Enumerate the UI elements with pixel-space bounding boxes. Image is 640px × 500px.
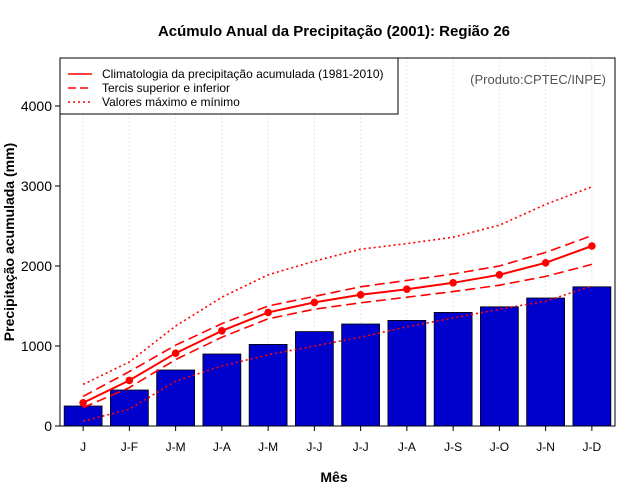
series-point-0-10 <box>541 259 550 267</box>
x-tick-label-0: J <box>80 440 86 454</box>
bar-4 <box>248 343 288 427</box>
series-point-0-1 <box>125 376 134 385</box>
x-tick-label-9: J-O <box>490 440 509 454</box>
series-point-0-8 <box>449 279 457 287</box>
grid-layer <box>82 58 593 426</box>
series-line-4 <box>82 285 593 422</box>
x-tick-label-3: J-A <box>213 440 231 454</box>
x-axis-label: Mês <box>320 469 347 485</box>
series-point-0-2 <box>171 349 180 358</box>
x-tick-label-8: J-S <box>444 440 462 454</box>
bar-2 <box>156 369 195 427</box>
series-line-3 <box>82 186 593 386</box>
bar-3 <box>202 353 242 427</box>
series-line-0 <box>82 245 593 404</box>
y-axis-label: Precipitação acumulada (mm) <box>1 143 17 341</box>
x-tick-label-1: J-F <box>121 440 138 454</box>
lines-layer <box>79 186 596 422</box>
y-tick-label-2: 2000 <box>21 258 52 274</box>
legend-label-extremes: Valores máximo e mínimo <box>102 95 240 109</box>
axes-layer: J J-F J-M J-A J-M J-J J-J J-A J-S J-O J-N J-D 0 1000 2… <box>21 98 602 454</box>
source-label: (Produto:CPTEC/INPE) <box>470 72 606 87</box>
bar-11 <box>572 286 612 427</box>
x-tick-label-6: J-J <box>353 440 369 454</box>
series-point-0-9 <box>495 271 504 279</box>
y-tick-label-1: 1000 <box>21 338 52 354</box>
bar-7 <box>387 319 427 427</box>
legend-label-climatology: Climatologia da precipitação acumulada (… <box>102 67 384 81</box>
bar-8 <box>433 311 473 427</box>
x-tick-label-4: J-M <box>258 440 278 454</box>
y-tick-label-3: 3000 <box>21 178 52 194</box>
legend-label-tercis: Tercis superior e inferior <box>102 81 230 95</box>
y-tick-label-0: 0 <box>44 418 52 434</box>
bar-1 <box>110 389 149 427</box>
x-tick-label-7: J-A <box>398 440 416 454</box>
chart-title: Acúmulo Anual da Precipitação (2001): Re… <box>158 23 510 40</box>
series-line-2 <box>82 263 593 409</box>
series-point-0-7 <box>403 285 411 294</box>
x-tick-label-5: J-J <box>306 440 322 454</box>
bar-0 <box>63 405 103 427</box>
bar-5 <box>295 331 334 427</box>
x-tick-label-10: J-N <box>536 440 555 454</box>
y-tick-label-4: 4000 <box>21 98 52 114</box>
series-point-0-0 <box>79 399 87 407</box>
x-tick-label-11: J-D <box>583 440 602 454</box>
series-point-0-3 <box>218 327 226 335</box>
bar-9 <box>480 306 519 427</box>
series-point-0-11 <box>588 242 596 250</box>
series-point-0-6 <box>356 291 365 299</box>
series-line-1 <box>82 234 593 398</box>
bar-6 <box>341 323 380 427</box>
series-point-0-5 <box>310 298 319 307</box>
legend: Climatologia da precipitação acumulada (… <box>59 57 399 115</box>
x-tick-label-2: J-M <box>166 440 186 454</box>
legend-box <box>59 57 399 115</box>
series-point-0-4 <box>264 308 272 317</box>
bar-10 <box>526 297 565 427</box>
